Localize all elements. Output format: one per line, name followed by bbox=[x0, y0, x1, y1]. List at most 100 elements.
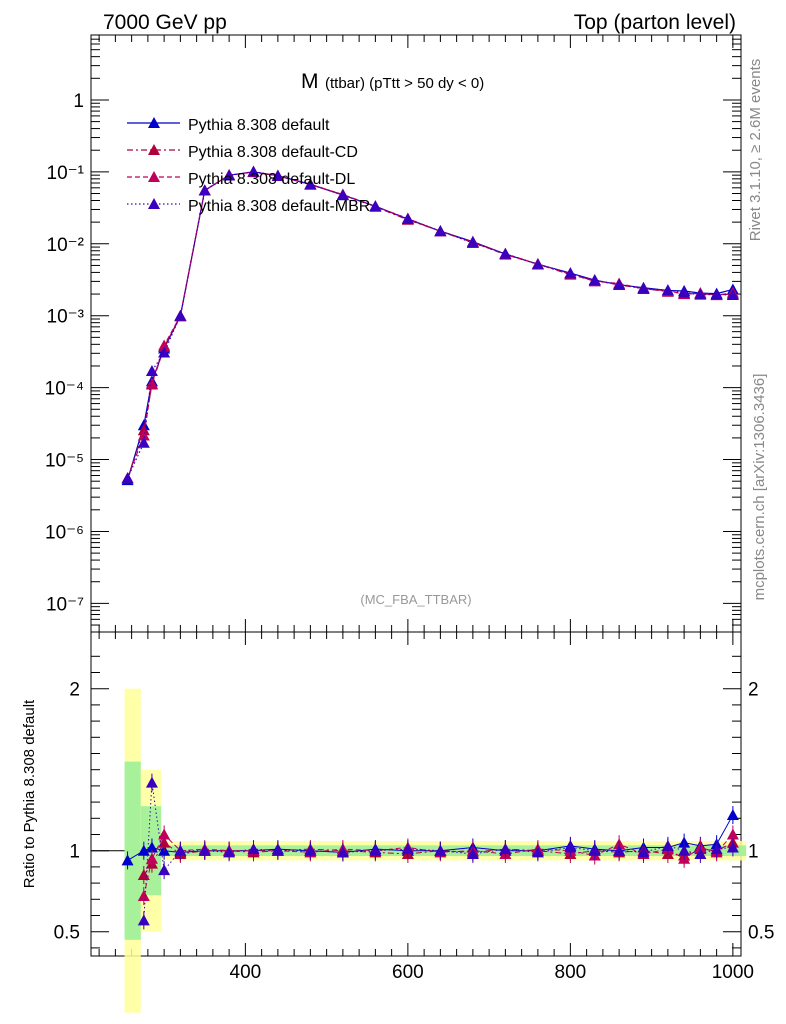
series-line bbox=[127, 170, 733, 479]
ratio-point bbox=[726, 809, 739, 821]
ratio-point bbox=[531, 846, 544, 858]
ratio-point bbox=[158, 864, 171, 876]
ratio-point bbox=[271, 844, 284, 856]
ratio-point bbox=[369, 844, 382, 856]
y-tick-label: 10⁻³ bbox=[47, 307, 85, 328]
data-point bbox=[247, 165, 260, 177]
y-tick-label: 10⁻⁷ bbox=[46, 594, 84, 615]
ratio-point bbox=[137, 869, 150, 880]
data-point bbox=[678, 286, 691, 298]
ratio-point bbox=[726, 841, 739, 853]
ratio-tick-label: 1 bbox=[69, 842, 80, 863]
data-point bbox=[466, 236, 479, 248]
ratio-point bbox=[223, 846, 236, 858]
uncertainty-band-inner bbox=[713, 845, 730, 857]
x-tick-label: 800 bbox=[555, 962, 587, 983]
data-point bbox=[145, 364, 158, 376]
y-tick-label: 10⁻⁶ bbox=[45, 522, 84, 543]
uncertainty-band-inner bbox=[161, 845, 178, 857]
ratio-point bbox=[198, 844, 211, 856]
data-point bbox=[434, 225, 447, 237]
ratio-point bbox=[710, 843, 723, 855]
rivet-label: Rivet 3.1.10, ≥ 2.6M events bbox=[747, 59, 764, 242]
uncertainty-band-inner bbox=[534, 845, 568, 857]
ratio-point bbox=[588, 844, 601, 856]
data-point bbox=[121, 472, 134, 484]
ratio-ylabel: Ratio to Pythia 8.308 default bbox=[21, 699, 38, 888]
ratio-point bbox=[336, 846, 349, 858]
ratio-point bbox=[145, 841, 158, 853]
series-top bbox=[121, 165, 739, 486]
legend-label-cd: Pythia 8.308 default-CD bbox=[188, 144, 358, 161]
ratio-point bbox=[726, 828, 739, 840]
data-point bbox=[158, 346, 171, 358]
top-ticks: 400 600 800 1000110⁻¹10⁻²10⁻³10⁻⁴10⁻⁵10⁻⁶10… bbox=[45, 34, 754, 983]
data-point bbox=[369, 200, 382, 212]
data-point bbox=[726, 289, 739, 301]
data-point bbox=[499, 247, 512, 259]
ratio-tick-label: 0.5 bbox=[748, 923, 774, 944]
ratio-point bbox=[564, 841, 577, 853]
y-tick-label: 1 bbox=[73, 91, 84, 112]
ratio-point bbox=[121, 854, 134, 866]
data-point bbox=[401, 212, 414, 224]
legend-label-dl: Pythia 8.308 default-DL bbox=[188, 171, 355, 188]
uncertainty-band-inner bbox=[567, 845, 592, 857]
legend-entry-default: Pythia 8.308 default bbox=[127, 117, 330, 134]
chart-title: M bbox=[301, 70, 319, 93]
ratio-point bbox=[401, 843, 414, 855]
data-point bbox=[223, 169, 236, 181]
data-point bbox=[304, 178, 317, 190]
data-point bbox=[564, 267, 577, 279]
uncertainty-band-inner bbox=[307, 845, 340, 857]
ratio-ticks: 0.5 0.5 1 1 2 2 bbox=[54, 655, 774, 949]
energy-label: 7000 GeV pp bbox=[103, 11, 227, 34]
uncertainty-band-inner bbox=[616, 845, 641, 857]
uncertainty-band-inner bbox=[372, 845, 405, 857]
data-point bbox=[531, 258, 544, 270]
ratio-tick-label: 1 bbox=[748, 842, 759, 863]
data-point bbox=[158, 339, 171, 351]
ratio-tick-label: 2 bbox=[748, 680, 759, 701]
ratio-point bbox=[613, 844, 626, 856]
y-tick-label: 10⁻⁴ bbox=[45, 379, 84, 400]
series-line bbox=[126, 171, 734, 481]
source-label: mcplots.cern.ch [arXiv:1306.3436] bbox=[751, 374, 768, 601]
uncertainty-band-inner bbox=[437, 845, 470, 857]
analysis-label: (MC_FBA_TTBAR) bbox=[360, 592, 471, 607]
data-point bbox=[710, 288, 723, 300]
ratio-panel-frame bbox=[90, 631, 742, 957]
data-point bbox=[174, 309, 187, 321]
legend-entry-dl: Pythia 8.308 default-DL bbox=[127, 171, 355, 188]
x-tick-label: 1000 bbox=[712, 962, 754, 983]
ratio-point bbox=[661, 839, 674, 851]
ratio-point bbox=[137, 914, 150, 926]
ratio-point bbox=[466, 847, 479, 859]
ratio-point bbox=[637, 846, 650, 858]
ratio-point bbox=[137, 844, 150, 856]
data-point bbox=[271, 169, 284, 181]
legend-entry-mbr: Pythia 8.308 default-MBR bbox=[127, 198, 370, 215]
data-point bbox=[637, 282, 650, 294]
ratio-point bbox=[174, 844, 187, 856]
x-tick-label: 600 bbox=[392, 962, 424, 983]
data-point bbox=[588, 274, 601, 286]
ratio-point bbox=[694, 847, 707, 859]
data-point bbox=[137, 436, 150, 448]
uncertainty-band-inner bbox=[729, 845, 747, 857]
data-point bbox=[198, 184, 211, 196]
ratio-tick-label: 2 bbox=[69, 680, 80, 701]
legend-label-default: Pythia 8.308 default bbox=[188, 117, 330, 134]
process-label: Top (parton level) bbox=[574, 11, 736, 34]
ratio-point bbox=[145, 776, 158, 788]
ratio-point bbox=[145, 852, 158, 864]
data-point bbox=[336, 189, 349, 201]
data-point bbox=[137, 429, 150, 441]
ratio-point bbox=[678, 844, 691, 856]
uncertainty-band-inner bbox=[640, 845, 665, 857]
legend: Pythia 8.308 default Pythia 8.308 defaul… bbox=[127, 117, 370, 215]
ratio-point bbox=[158, 828, 171, 840]
uncertainty-band-inner bbox=[124, 761, 141, 940]
legend-label-mbr: Pythia 8.308 default-MBR bbox=[188, 198, 370, 215]
